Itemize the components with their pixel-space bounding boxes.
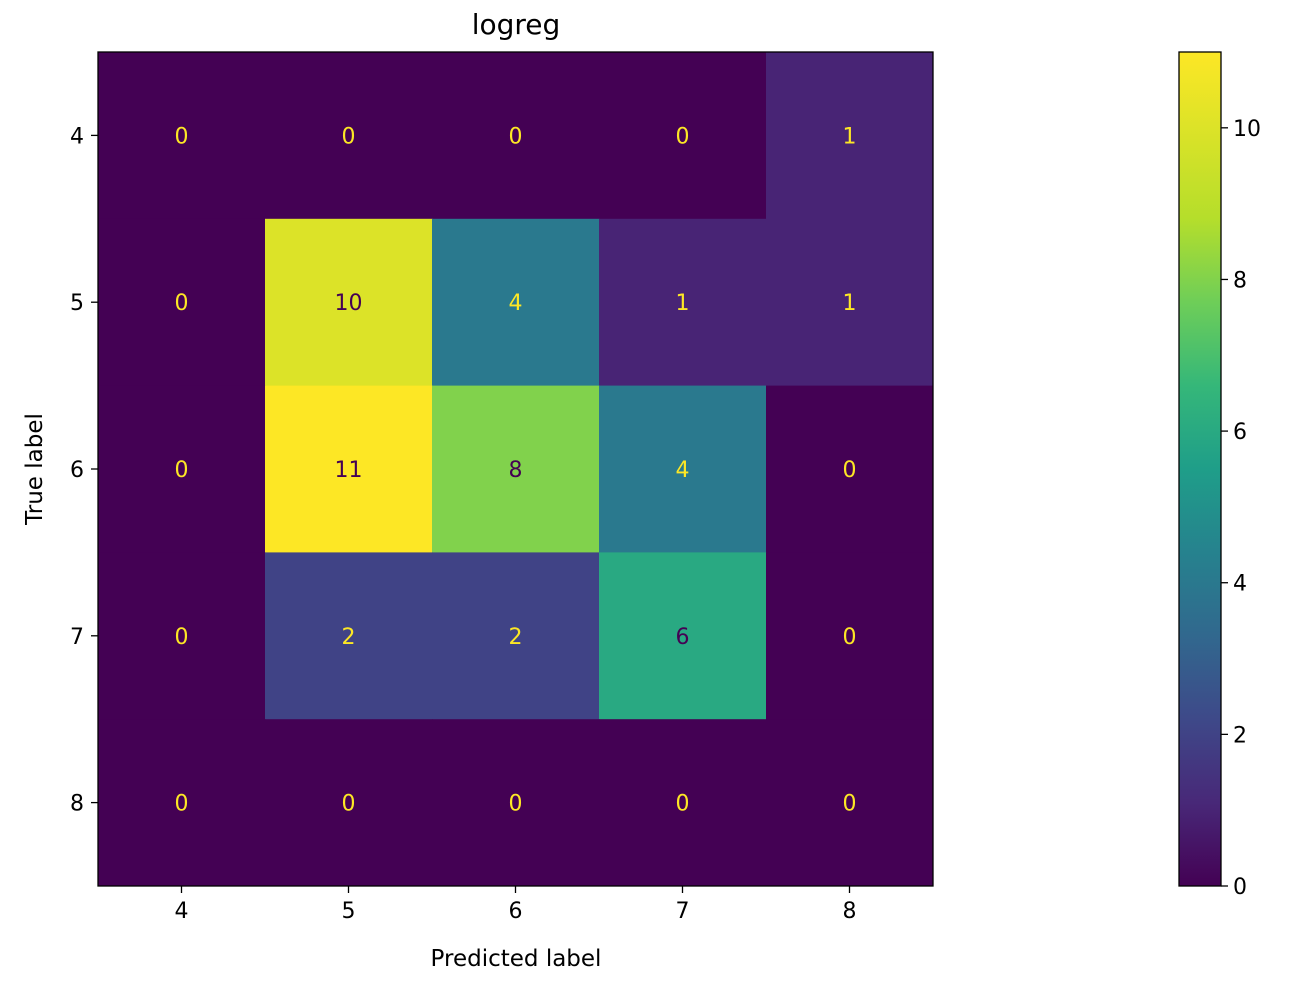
cell-value-label: 0: [175, 458, 189, 483]
y-tick-label: 7: [70, 625, 84, 650]
heatmap-cell-labels: 0 0 0 0 10 10 4 1 10 11 8 4 00 2 2 6 00 0 0 0 0: [175, 124, 857, 816]
heatmap-cell: [599, 719, 767, 887]
cell-value-label: 1: [676, 291, 690, 316]
cell-value-label: 1: [843, 124, 857, 149]
heatmap-cell: [599, 552, 767, 720]
cell-value-label: 8: [509, 458, 523, 483]
heatmap-cell: [599, 385, 767, 553]
x-tick-label: 8: [843, 899, 857, 924]
cell-value-label: 0: [175, 291, 189, 316]
cell-value-label: 6: [676, 625, 690, 650]
y-tick-label: 8: [70, 792, 84, 817]
heatmap-cell: [766, 552, 934, 720]
heatmap-cell: [599, 52, 767, 220]
heatmap-cell: [766, 385, 934, 553]
cell-value-label: 0: [676, 792, 690, 817]
cell-value-label: 0: [342, 792, 356, 817]
cell-value-label: 2: [342, 625, 356, 650]
heatmap-cell: [98, 385, 266, 553]
heatmap-cell: [432, 719, 600, 887]
heatmap-cell: [599, 218, 767, 387]
colorbar-tick-label: 6: [1233, 420, 1247, 445]
cell-value-label: 0: [509, 792, 523, 817]
heatmap-cell: [98, 52, 266, 220]
heatmap-cell: [432, 385, 600, 553]
x-tick-label: 4: [175, 899, 189, 924]
heatmap-cell: [265, 218, 433, 387]
heatmap-cell: [265, 52, 433, 220]
y-tick-label: 4: [70, 124, 84, 149]
heatmap-cell: [766, 52, 934, 220]
cell-value-label: 10: [335, 291, 363, 316]
x-tick-label: 7: [676, 899, 690, 924]
cell-value-label: 0: [175, 625, 189, 650]
cell-value-label: 2: [509, 625, 523, 650]
heatmap-cell: [766, 218, 934, 387]
heatmap-cells: [98, 52, 934, 887]
cell-value-label: 0: [843, 625, 857, 650]
heatmap-cell: [766, 719, 934, 887]
cell-value-label: 0: [509, 124, 523, 149]
heatmap-cell: [98, 719, 266, 887]
cell-value-label: 0: [843, 458, 857, 483]
heatmap-cell: [265, 552, 433, 720]
cell-value-label: 1: [843, 291, 857, 316]
cell-value-label: 0: [175, 124, 189, 149]
cell-value-label: 4: [509, 291, 523, 316]
cell-value-label: 4: [676, 458, 690, 483]
colorbar: [1178, 51, 1222, 887]
colorbar-tick-label: 4: [1233, 572, 1247, 597]
y-axis-label: True label: [22, 413, 48, 526]
cell-value-label: 0: [843, 792, 857, 817]
cell-value-label: 11: [335, 458, 363, 483]
x-axis-ticks: 4 5 6 7 8: [175, 886, 857, 924]
cell-value-label: 0: [676, 124, 690, 149]
heatmap-cell: [432, 218, 600, 387]
heatmap-cell: [98, 218, 266, 387]
heatmap-cell: [432, 552, 600, 720]
cell-value-label: 0: [342, 124, 356, 149]
cell-value-label: 0: [175, 792, 189, 817]
colorbar-tick-label: 8: [1233, 268, 1247, 293]
chart-title: logreg: [472, 8, 561, 41]
heatmap-cell: [432, 52, 600, 220]
x-tick-label: 6: [509, 899, 523, 924]
colorbar-tick-label: 10: [1233, 117, 1261, 142]
x-axis-label: Predicted label: [431, 946, 602, 972]
colorbar-ticks: 0 2 4 6 8 10: [1221, 117, 1261, 900]
y-axis-ticks: 4 5 6 7 8: [70, 124, 98, 817]
heatmap-cell: [265, 719, 433, 887]
colorbar-tick-label: 2: [1233, 723, 1247, 748]
y-tick-label: 5: [70, 291, 84, 316]
heatmap-cell: [98, 552, 266, 720]
colorbar-tick-label: 0: [1233, 875, 1247, 900]
x-tick-label: 5: [342, 899, 356, 924]
y-tick-label: 6: [70, 458, 84, 483]
heatmap-cell: [265, 385, 433, 553]
